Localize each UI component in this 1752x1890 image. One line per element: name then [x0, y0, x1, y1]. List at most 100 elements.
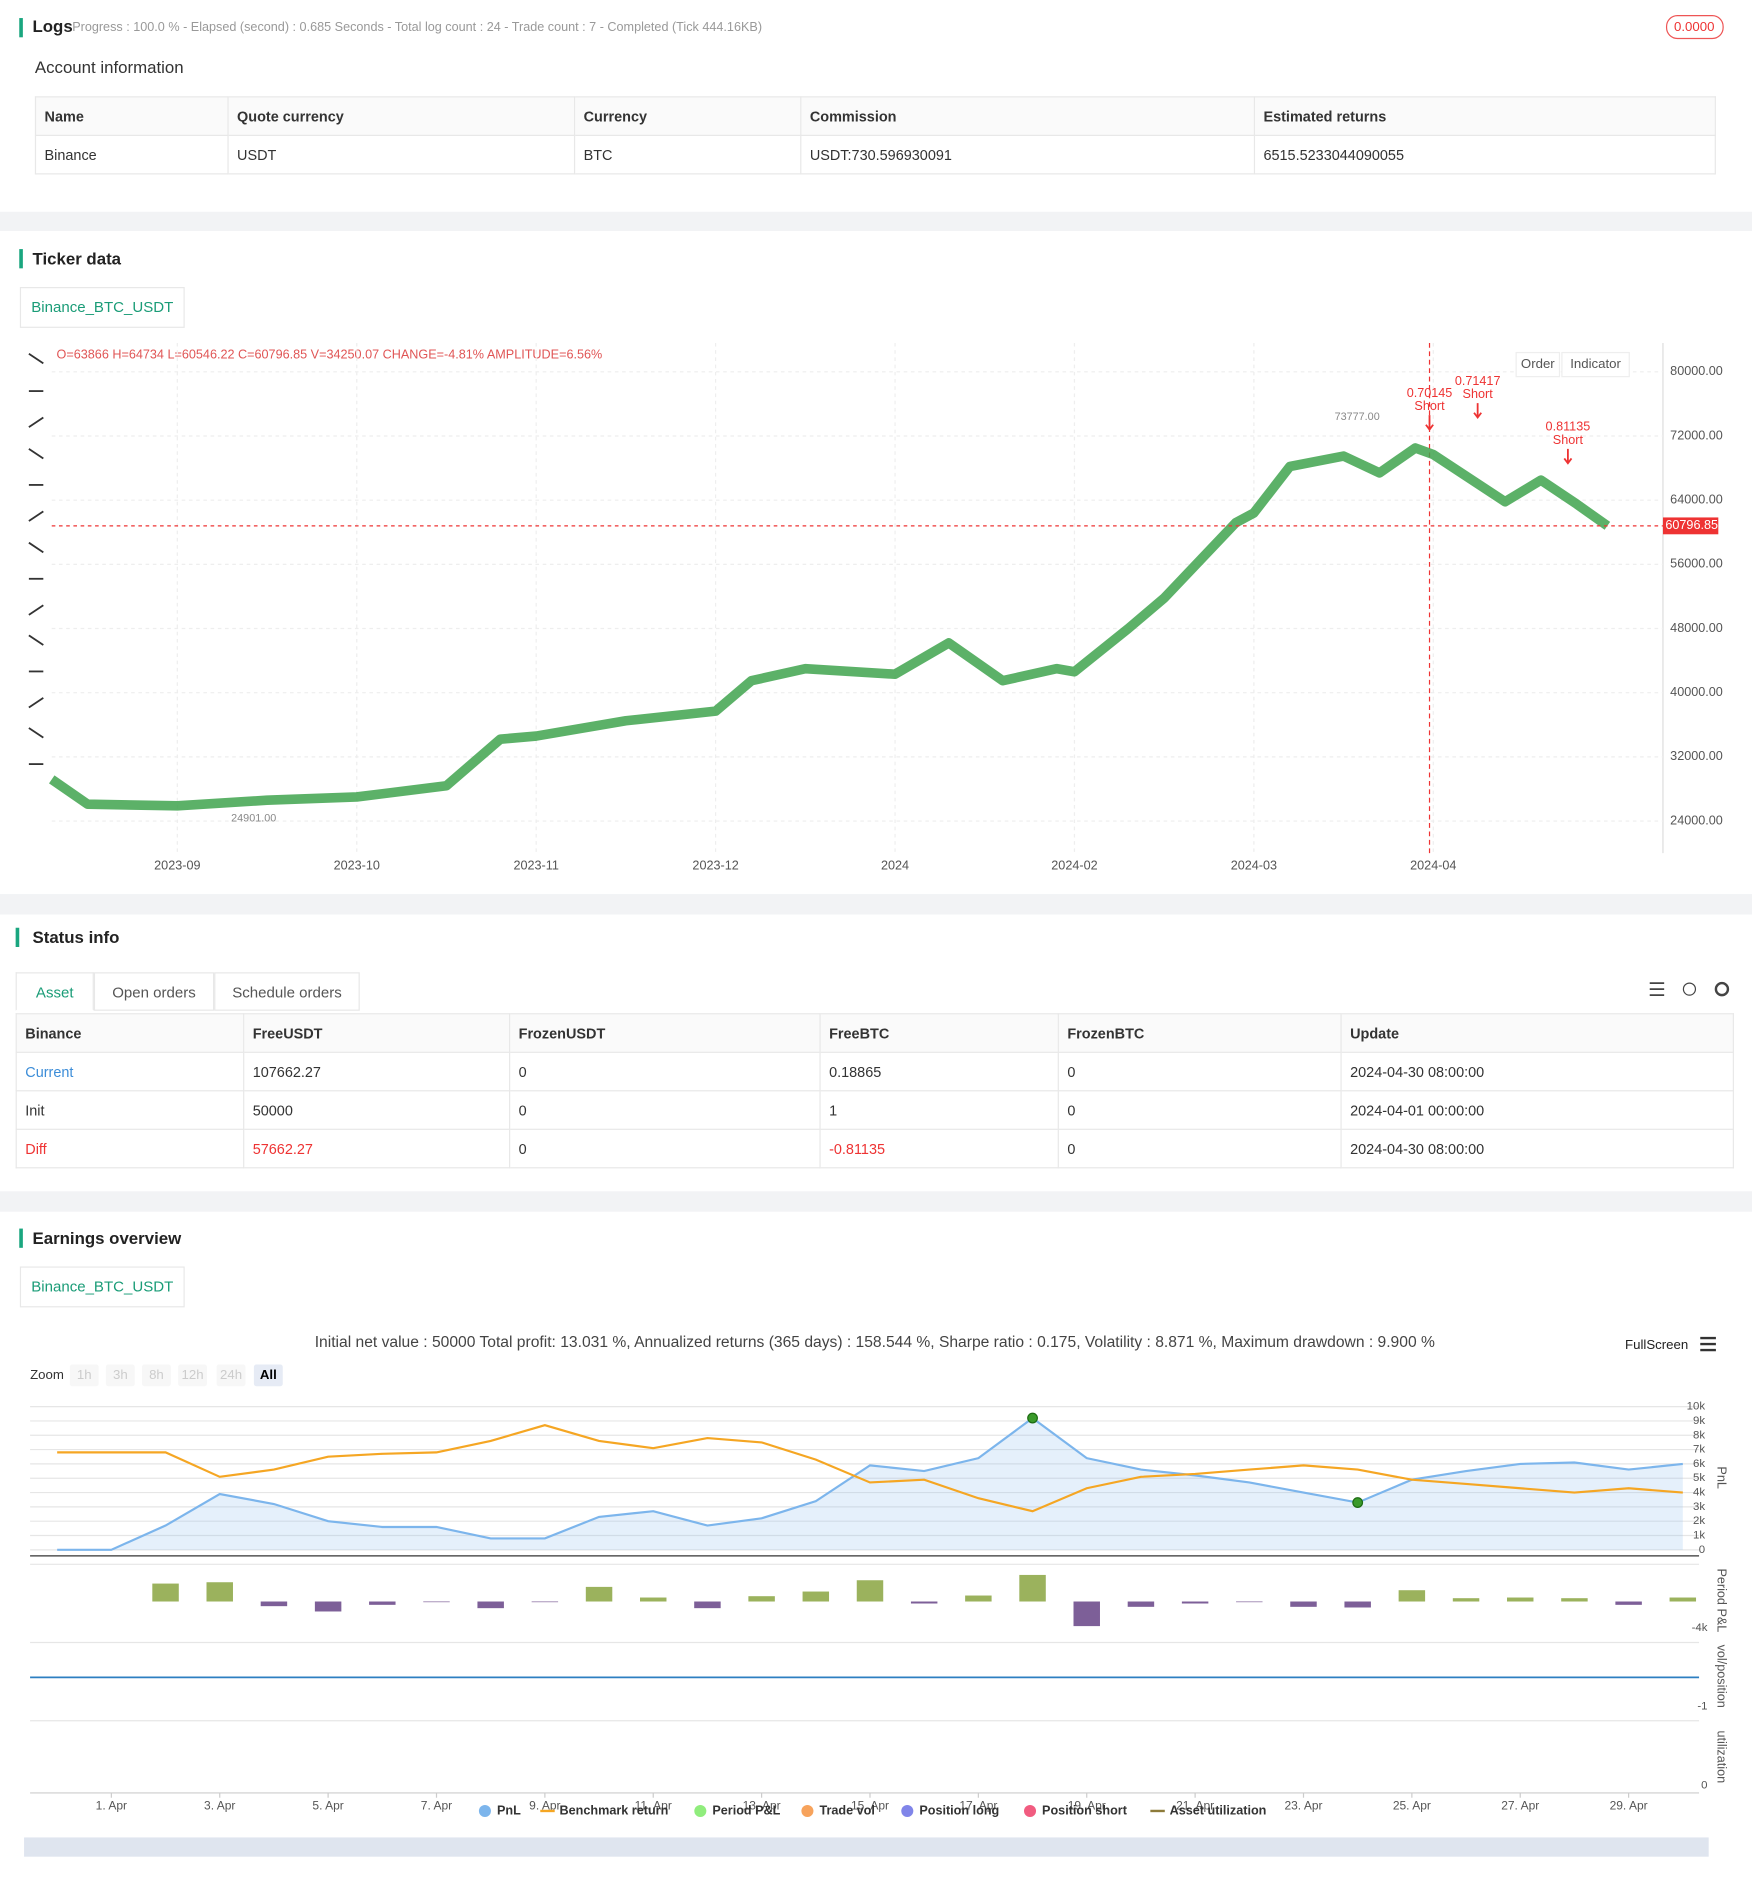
button-label[interactable]: Indicator	[1570, 356, 1621, 371]
legend-label[interactable]: Trade vol	[819, 1803, 874, 1817]
menu-icon[interactable]	[1700, 1336, 1716, 1352]
section-title: Ticker data	[32, 249, 121, 268]
x-tick-label: 9. Apr	[529, 1798, 560, 1812]
legend-label[interactable]: Position long	[919, 1803, 999, 1817]
zoom-button[interactable]	[216, 1364, 246, 1387]
zoom-button-label[interactable]: All	[260, 1367, 277, 1382]
x-tick-label: 2024	[881, 859, 909, 873]
table: Name Quote currency Currency Commission Esti…	[34, 96, 1716, 175]
tool-icon[interactable]	[28, 448, 44, 460]
header-cell: Commission	[800, 96, 1256, 136]
y-tick-label: 0	[1699, 1544, 1705, 1556]
panel-title: utilization	[1714, 1730, 1728, 1783]
legend-symbol	[801, 1804, 814, 1817]
y-tick-label: 32000.00	[1670, 749, 1723, 763]
tool-icon[interactable]	[28, 353, 44, 365]
zoom-button-label[interactable]: 12h	[181, 1367, 203, 1382]
cell: 2024-04-01 00:00:00	[1340, 1090, 1734, 1130]
bar	[1344, 1601, 1371, 1608]
last-price-tag	[1662, 517, 1719, 535]
zoom-button-label[interactable]: 3h	[113, 1367, 128, 1382]
bar	[1615, 1601, 1642, 1605]
x-tick-label: 17. Apr	[959, 1798, 997, 1812]
header-cell: Estimated returns	[1253, 96, 1716, 136]
x-tick-label: 5. Apr	[312, 1798, 343, 1812]
button-label[interactable]: Order	[1521, 356, 1555, 371]
list-icon[interactable]	[1649, 982, 1665, 997]
tool-icon[interactable]	[28, 697, 44, 709]
tool-icon[interactable]	[28, 510, 44, 522]
bar	[965, 1595, 992, 1602]
bar	[314, 1601, 342, 1612]
zoom-button[interactable]	[178, 1364, 207, 1387]
accent	[19, 249, 23, 269]
legend-label[interactable]: PnL	[497, 1803, 521, 1817]
zoom-button[interactable]	[69, 1364, 99, 1387]
tab[interactable]: Schedule orders	[214, 972, 360, 1011]
tab[interactable]	[19, 286, 185, 328]
accent	[19, 18, 23, 38]
y-tick-label: 8k	[1693, 1429, 1705, 1441]
trade-side: Short	[1553, 433, 1584, 447]
tool-icon[interactable]	[28, 416, 44, 428]
cell: 0	[1057, 1090, 1342, 1130]
bar	[640, 1597, 667, 1602]
cloud-icon[interactable]	[1682, 982, 1697, 996]
table: Binance FreeUSDT FrozenUSDT FreeBTC FrozenBT…	[15, 1013, 1734, 1169]
zoom-button[interactable]	[141, 1364, 171, 1387]
legend-label[interactable]: Benchmark return	[560, 1803, 669, 1817]
y-tick-label: -4k	[1692, 1622, 1708, 1634]
y-tick-label: 10k	[1687, 1401, 1706, 1413]
tool-icon[interactable]	[28, 541, 44, 554]
legend-symbol	[901, 1804, 914, 1817]
y-tick-label: 56000.00	[1670, 557, 1723, 571]
bar	[1561, 1598, 1588, 1602]
tab[interactable]	[19, 1266, 185, 1308]
tab[interactable]: Asset	[15, 972, 94, 1011]
y-tick-label: 64000.00	[1670, 493, 1723, 507]
tool-icon[interactable]	[28, 604, 44, 616]
bar	[856, 1580, 884, 1602]
cell: Init	[15, 1090, 245, 1130]
bar	[748, 1596, 775, 1602]
row: Binance USDT BTC USDT:730.596930091 6515.523…	[34, 134, 1716, 175]
zoom-button-label[interactable]: 1h	[77, 1367, 92, 1382]
navigator[interactable]	[24, 1837, 1709, 1857]
tab-label[interactable]: Binance_BTC_USDT	[31, 299, 173, 316]
tab-label[interactable]: Binance_BTC_USDT	[31, 1278, 173, 1295]
legend-label[interactable]: Asset utilization	[1170, 1803, 1267, 1817]
y-tick-label: 5k	[1693, 1472, 1705, 1484]
bar	[423, 1601, 450, 1603]
bar	[1507, 1597, 1534, 1602]
zoom-button[interactable]	[253, 1364, 283, 1387]
x-tick-label: 11. Apr	[635, 1798, 672, 1812]
cell: -0.81135	[819, 1128, 1059, 1169]
x-tick-label: 27. Apr	[1501, 1798, 1539, 1812]
legend-label[interactable]: Period P&L	[712, 1803, 780, 1817]
zoom-button-label[interactable]: 8h	[149, 1367, 164, 1382]
x-tick-label: 25. Apr	[1393, 1798, 1431, 1812]
fullscreen-button[interactable]: FullScreen	[1625, 1337, 1688, 1352]
x-tick-label: 29. Apr	[1610, 1798, 1648, 1812]
zoom-button-label[interactable]: 24h	[220, 1367, 242, 1382]
cell: 1	[819, 1090, 1059, 1130]
tool-icon[interactable]	[28, 727, 44, 739]
tool-icon[interactable]	[28, 634, 44, 646]
ohlc: O=63866 H=64734 L=60546.22 C=60796.85 V=…	[57, 347, 603, 361]
header-cell: Currency	[573, 96, 802, 136]
button[interactable]	[1561, 351, 1630, 378]
settings-icon[interactable]	[1714, 981, 1730, 997]
zoom-button[interactable]	[105, 1364, 135, 1387]
header-row: Binance FreeUSDT FrozenUSDT FreeBTC FrozenBT…	[15, 1013, 1734, 1053]
trade-side: Short	[1414, 399, 1445, 413]
legend-symbol	[694, 1804, 707, 1817]
bar	[1290, 1601, 1317, 1607]
legend-label[interactable]: Position short	[1042, 1803, 1128, 1817]
x-tick-label: 23. Apr	[1284, 1798, 1322, 1812]
panel-title: PnL	[1714, 1466, 1728, 1488]
x-tick-label: 19. Apr	[1068, 1798, 1106, 1812]
tab[interactable]: Open orders	[93, 972, 215, 1011]
bar	[1398, 1590, 1426, 1602]
panel-tick: 0	[1701, 1780, 1707, 1792]
button[interactable]	[1515, 351, 1561, 378]
